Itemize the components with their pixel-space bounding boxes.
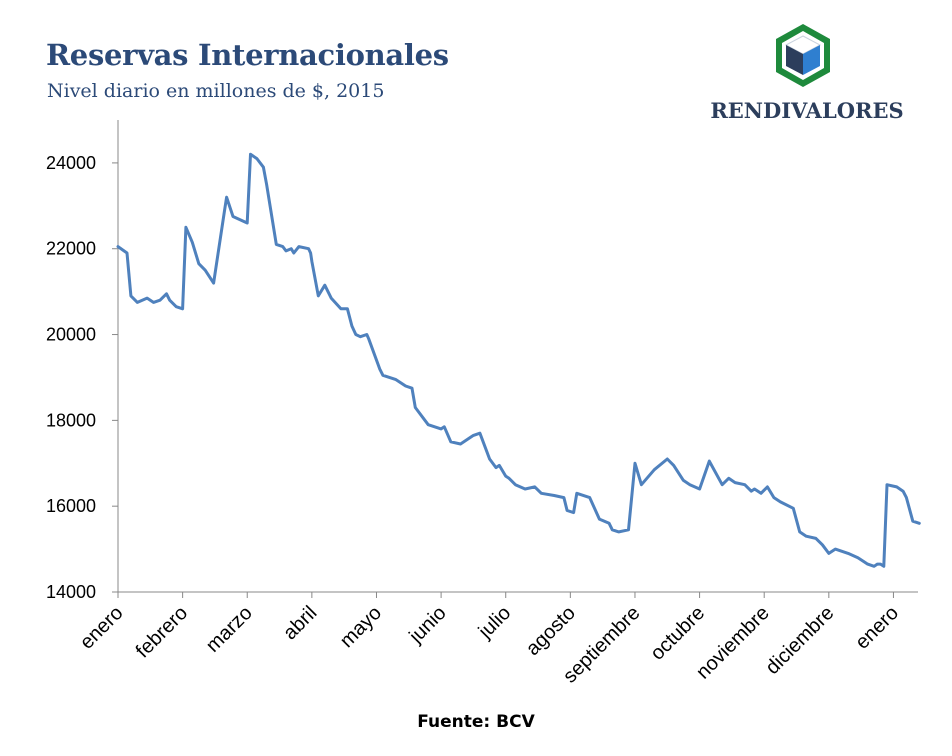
x-tick-label-octubre: octubre <box>646 602 709 665</box>
y-tick-label: 18000 <box>46 410 96 430</box>
x-tick-label-agosto: agosto <box>522 602 580 660</box>
x-tick-label-enero: enero <box>851 602 903 654</box>
y-axis-ticks: 14000 16000 18000 20000 22000 24000 <box>46 153 118 602</box>
chart-subtitle: Nivel diario en millones de $, 2015 <box>47 80 385 102</box>
series-line-reservas <box>116 152 921 568</box>
y-tick-label: 14000 <box>46 582 96 602</box>
rendivalores-logo: RENDIVALORES <box>710 24 904 123</box>
source-note: Fuente: BCV <box>417 712 535 732</box>
y-tick-label: 20000 <box>46 325 96 345</box>
x-tick-label-mayo: mayo <box>336 602 386 652</box>
x-tick-label-febrero: febrero <box>132 602 192 662</box>
x-tick-label-junio: junio <box>404 602 450 648</box>
y-tick-label: 24000 <box>46 153 96 173</box>
logo-text: RENDIVALORES <box>710 98 903 123</box>
logo-cube-right <box>803 45 820 75</box>
x-tick-label-diciembre: diciembre <box>761 602 838 679</box>
y-tick-label: 22000 <box>46 239 96 259</box>
y-tick-label: 16000 <box>46 496 96 516</box>
chart-title: Reservas Internacionales <box>46 38 449 72</box>
x-tick-label-julio: julio <box>474 602 515 643</box>
logo-cube-left <box>786 45 803 75</box>
chart-axes <box>117 120 918 593</box>
x-tick-label-abril: abril <box>279 602 321 644</box>
x-tick-label-marzo: marzo <box>202 602 257 657</box>
x-tick-label-enero: enero <box>76 602 128 654</box>
x-axis-ticks: enero febrero marzo abril mayo junio julio agos… <box>76 592 903 687</box>
